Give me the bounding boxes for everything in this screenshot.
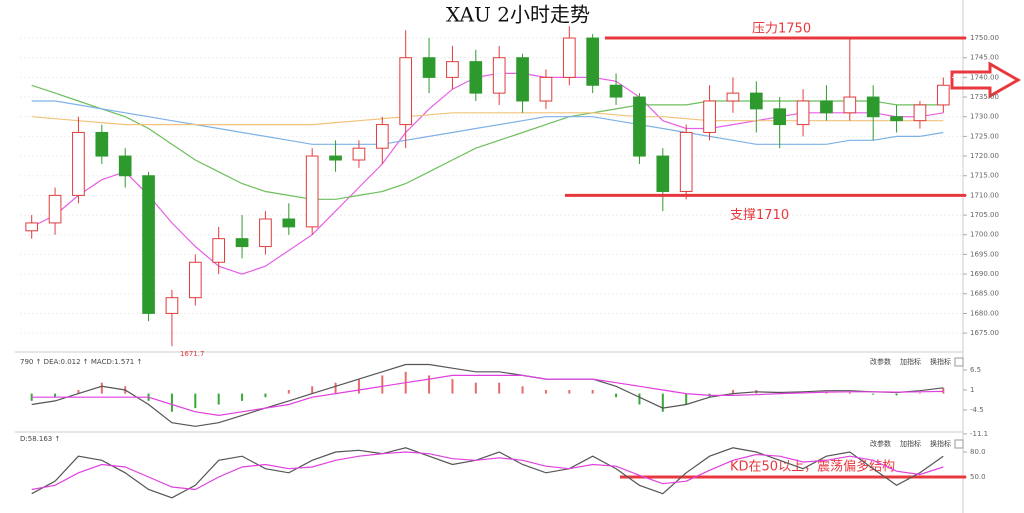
y-tick-label: 1	[970, 386, 974, 394]
close-button[interactable]	[954, 439, 964, 449]
candle-body	[25, 222, 39, 232]
panel-button[interactable]: 改参数	[870, 439, 891, 448]
candle-body	[890, 116, 903, 122]
candle-body	[633, 96, 646, 157]
y-tick-label: 80.0	[970, 448, 986, 456]
candle-body	[282, 218, 296, 228]
candle-body	[679, 131, 693, 192]
annotation-label: 支撑1710	[730, 208, 789, 223]
low-label: 1671.7	[180, 350, 205, 358]
candle-body	[703, 100, 716, 133]
macd-info: 790 ↑ DEA:0.012 ↑ MACD:1.571 ↑	[20, 358, 142, 366]
candle-body	[773, 108, 787, 126]
candle-body	[375, 124, 389, 149]
candle-body	[95, 131, 109, 157]
y-tick-label: 50.0	[970, 473, 986, 481]
chart-title: XAU 2小时走势	[446, 3, 590, 27]
candle-body	[843, 96, 857, 114]
candle-body	[936, 84, 950, 106]
kd-info: D:58.163 ↑	[20, 435, 60, 443]
series-line	[31, 84, 944, 200]
candle-body	[305, 155, 319, 228]
y-tick-label: 1725.00	[970, 132, 999, 140]
candle-body	[165, 297, 179, 314]
annotation-label: 压力1750	[752, 22, 811, 37]
y-tick-label: 1750.00	[970, 34, 999, 42]
y-tick-label: 1685.00	[970, 290, 999, 298]
candle-body	[539, 76, 553, 102]
candle-body	[399, 57, 413, 126]
candle-body	[212, 238, 226, 263]
series-line	[31, 374, 944, 417]
candle-body	[259, 218, 272, 248]
panel-button[interactable]: 换指标	[930, 357, 951, 366]
panel-button[interactable]: 改参数	[870, 357, 891, 366]
candle-body	[188, 261, 202, 299]
candle-body	[492, 57, 506, 94]
candle-body	[866, 96, 880, 118]
y-tick-label: 6.5	[970, 366, 981, 374]
series-line	[31, 100, 944, 145]
candle-body	[562, 37, 576, 78]
y-tick-label: 1710.00	[970, 191, 999, 199]
candle-body	[516, 57, 529, 102]
y-tick-label: 1695.00	[970, 250, 999, 258]
candle-body	[656, 155, 670, 192]
series-line	[31, 363, 944, 427]
y-tick-label: 1715.00	[970, 172, 999, 180]
candle-body	[72, 131, 85, 196]
candle-body	[913, 104, 927, 122]
candle-body	[820, 100, 833, 114]
y-tick-label: 1720.00	[970, 152, 999, 160]
panel-button[interactable]: 加指标	[900, 439, 921, 448]
close-button[interactable]	[954, 357, 964, 367]
candle-body	[142, 175, 155, 314]
y-tick-label: 1735.00	[970, 93, 999, 101]
series-line	[31, 112, 944, 126]
panel-button[interactable]: 换指标	[930, 439, 951, 448]
series-line	[31, 72, 944, 275]
candle-body	[422, 57, 436, 78]
y-tick-label: 1745.00	[970, 54, 999, 62]
candle-body	[235, 238, 249, 248]
candle-body	[749, 92, 763, 110]
series-line	[31, 451, 944, 491]
series-line	[31, 447, 944, 499]
candle-body	[796, 100, 810, 126]
annotation-label: KD在50以上，震荡偏多结构	[730, 459, 895, 475]
y-tick-label: 1730.00	[970, 113, 999, 121]
candle-body	[48, 194, 62, 224]
panel-button[interactable]: 加指标	[900, 357, 921, 366]
y-tick-label: 1700.00	[970, 231, 999, 239]
y-tick-label: 1705.00	[970, 211, 999, 219]
arrow-icon	[950, 61, 1022, 99]
y-tick-label: -4.5	[970, 406, 984, 414]
candle-body	[726, 92, 740, 102]
y-tick-label: -11.1	[970, 430, 988, 438]
candle-body	[118, 155, 132, 177]
candle-body	[609, 84, 623, 98]
candle-body	[352, 147, 366, 161]
y-tick-label: 1675.00	[970, 329, 999, 337]
candle-body	[446, 61, 459, 78]
y-tick-label: 1690.00	[970, 270, 999, 278]
y-tick-label: 1740.00	[970, 73, 999, 81]
candle-body	[469, 61, 483, 94]
y-tick-label: 1680.00	[970, 309, 999, 317]
candle-body	[586, 37, 600, 86]
candle-body	[329, 155, 342, 161]
